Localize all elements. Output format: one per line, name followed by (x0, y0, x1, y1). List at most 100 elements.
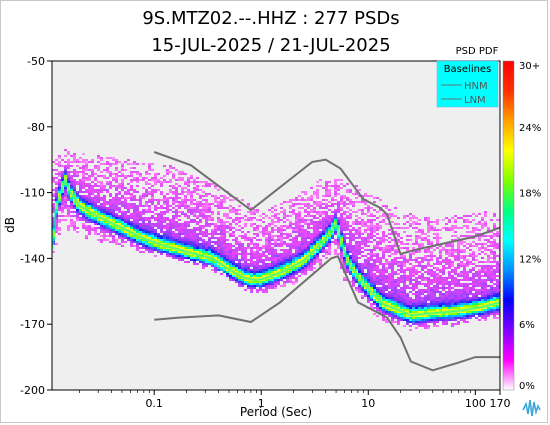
psd-density-cell (364, 249, 367, 251)
psd-density-cell (88, 183, 91, 185)
psd-density-cell (349, 263, 352, 265)
psd-density-cell (250, 275, 253, 277)
psd-density-cell (229, 205, 232, 207)
psd-density-cell (199, 225, 202, 227)
psd-density-cell (319, 247, 322, 249)
psd-density-cell (115, 213, 118, 215)
psd-density-cell (481, 271, 484, 273)
psd-density-cell (112, 217, 115, 219)
psd-density-cell (433, 315, 436, 317)
psd-density-cell (493, 287, 496, 289)
psd-density-cell (73, 161, 76, 163)
psd-density-cell (238, 213, 241, 215)
psd-density-cell (106, 181, 109, 183)
psd-density-cell (172, 201, 175, 203)
psd-density-cell (412, 217, 415, 219)
psd-density-cell (373, 273, 376, 275)
psd-density-cell (451, 305, 454, 307)
psd-density-cell (178, 193, 181, 195)
psd-density-cell (292, 283, 295, 285)
psd-density-cell (190, 237, 193, 239)
psd-density-cell (442, 309, 445, 311)
psd-density-cell (133, 189, 136, 191)
psd-density-cell (337, 221, 340, 223)
psd-density-cell (325, 187, 328, 189)
psd-density-cell (442, 269, 445, 271)
psd-density-cell (445, 315, 448, 317)
psd-density-cell (214, 223, 217, 225)
psd-density-cell (211, 263, 214, 265)
psd-density-cell (166, 235, 169, 237)
psd-density-cell (124, 197, 127, 199)
psd-density-cell (457, 279, 460, 281)
psd-density-cell (391, 311, 394, 313)
psd-density-cell (58, 201, 61, 203)
psd-density-cell (385, 259, 388, 261)
psd-density-cell (361, 209, 364, 211)
psd-density-cell (316, 213, 319, 215)
psd-density-cell (358, 285, 361, 287)
psd-density-cell (133, 195, 136, 197)
psd-density-cell (55, 197, 58, 199)
psd-density-cell (445, 323, 448, 325)
psd-density-cell (346, 269, 349, 271)
psd-density-cell (259, 231, 262, 233)
psd-density-cell (463, 241, 466, 243)
psd-density-cell (289, 273, 292, 275)
psd-density-cell (388, 215, 391, 217)
psd-density-cell (73, 171, 76, 173)
psd-density-cell (241, 263, 244, 265)
psd-density-cell (397, 285, 400, 287)
psd-density-cell (214, 255, 217, 257)
psd-density-cell (205, 201, 208, 203)
psd-density-cell (199, 243, 202, 245)
psd-density-cell (232, 267, 235, 269)
psd-density-cell (133, 179, 136, 181)
psd-density-cell (169, 167, 172, 169)
psd-density-cell (325, 215, 328, 217)
psd-density-cell (133, 241, 136, 243)
psd-density-cell (316, 243, 319, 245)
psd-density-cell (133, 205, 136, 207)
psd-density-cell (67, 213, 70, 215)
psd-density-cell (382, 285, 385, 287)
psd-density-cell (199, 203, 202, 205)
psd-density-cell (364, 245, 367, 247)
psd-density-cell (484, 249, 487, 251)
psd-density-cell (175, 251, 178, 253)
x-tick-label: 0.1 (145, 397, 163, 410)
psd-density-cell (472, 303, 475, 305)
psd-density-cell (193, 245, 196, 247)
psd-density-cell (106, 167, 109, 169)
psd-density-cell (358, 227, 361, 229)
psd-density-cell (256, 249, 259, 251)
psd-density-cell (208, 253, 211, 255)
psd-density-cell (439, 277, 442, 279)
psd-density-cell (301, 269, 304, 271)
psd-density-cell (148, 223, 151, 225)
psd-density-cell (166, 207, 169, 209)
psd-density-cell (124, 237, 127, 239)
psd-density-cell (115, 203, 118, 205)
psd-density-cell (370, 219, 373, 221)
psd-density-cell (265, 289, 268, 291)
psd-density-cell (181, 223, 184, 225)
psd-density-cell (142, 235, 145, 237)
psd-density-cell (55, 213, 58, 215)
psd-density-cell (391, 261, 394, 263)
psd-density-cell (139, 179, 142, 181)
psd-density-cell (199, 181, 202, 183)
psd-density-cell (271, 267, 274, 269)
psd-density-cell (370, 221, 373, 223)
psd-density-cell (166, 209, 169, 211)
psd-density-cell (94, 209, 97, 211)
psd-density-cell (454, 313, 457, 315)
psd-density-cell (169, 241, 172, 243)
psd-density-cell (205, 253, 208, 255)
psd-density-cell (367, 267, 370, 269)
psd-density-cell (406, 303, 409, 305)
psd-density-cell (412, 243, 415, 245)
psd-density-cell (193, 213, 196, 215)
psd-density-cell (289, 253, 292, 255)
psd-density-cell (250, 249, 253, 251)
